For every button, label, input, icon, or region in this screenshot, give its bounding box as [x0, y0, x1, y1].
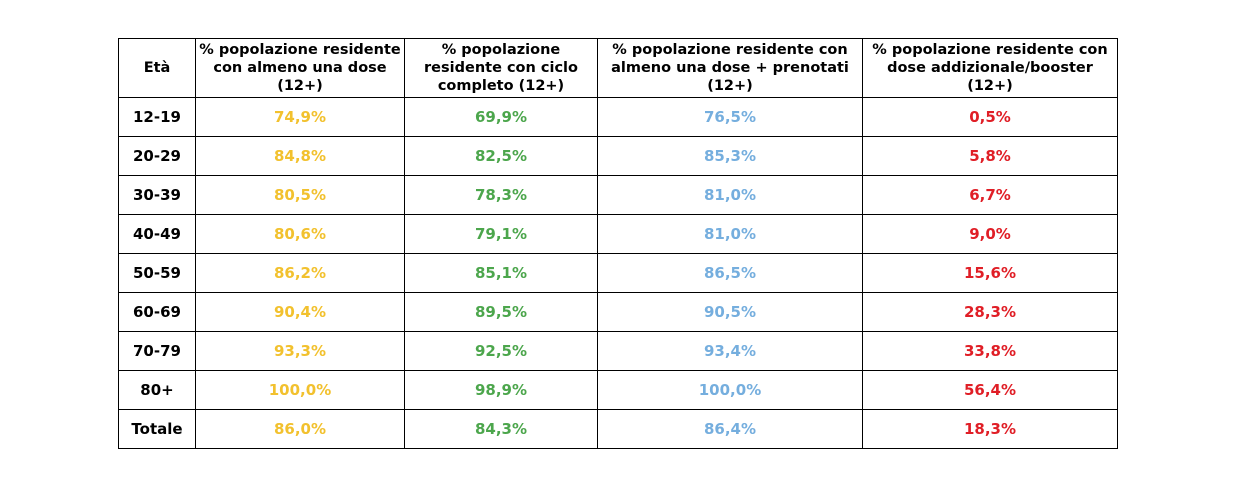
complete-cycle-cell: 82,5% — [404, 136, 598, 176]
at-least-one-dose-cell: 74,9% — [195, 97, 405, 137]
age-cell: 20-29 — [118, 136, 196, 176]
at-least-one-dose-cell: 100,0% — [195, 370, 405, 410]
header-one-dose-plus-booked: % popolazione residente con almeno una d… — [597, 38, 863, 98]
age-cell: Totale — [118, 409, 196, 449]
complete-cycle-cell: 89,5% — [404, 292, 598, 332]
booster-cell: 9,0% — [862, 214, 1118, 254]
one-dose-plus-booked-cell: 76,5% — [597, 97, 863, 137]
booster-cell: 0,5% — [862, 97, 1118, 137]
age-cell: 60-69 — [118, 292, 196, 332]
booster-cell: 56,4% — [862, 370, 1118, 410]
header-complete-cycle: % popolazione residente con ciclo comple… — [404, 38, 598, 98]
booster-cell: 28,3% — [862, 292, 1118, 332]
at-least-one-dose-cell: 86,2% — [195, 253, 405, 293]
table-row: 30-39 80,5% 78,3% 81,0% 6,7% — [118, 175, 1118, 215]
at-least-one-dose-cell: 80,5% — [195, 175, 405, 215]
one-dose-plus-booked-cell: 85,3% — [597, 136, 863, 176]
vaccination-table-container: Età % popolazione residente con almeno u… — [118, 38, 1118, 449]
header-age: Età — [118, 38, 196, 98]
table-row: 50-59 86,2% 85,1% 86,5% 15,6% — [118, 253, 1118, 293]
age-cell: 80+ — [118, 370, 196, 410]
at-least-one-dose-cell: 90,4% — [195, 292, 405, 332]
one-dose-plus-booked-cell: 81,0% — [597, 214, 863, 254]
age-cell: 30-39 — [118, 175, 196, 215]
age-cell: 40-49 — [118, 214, 196, 254]
booster-cell: 33,8% — [862, 331, 1118, 371]
table-row: Totale 86,0% 84,3% 86,4% 18,3% — [118, 409, 1118, 449]
table-row: 40-49 80,6% 79,1% 81,0% 9,0% — [118, 214, 1118, 254]
booster-cell: 18,3% — [862, 409, 1118, 449]
table-row: 80+ 100,0% 98,9% 100,0% 56,4% — [118, 370, 1118, 410]
table-body: 12-19 74,9% 69,9% 76,5% 0,5% 20-29 84,8% 82,5% 8… — [118, 97, 1118, 449]
age-cell: 70-79 — [118, 331, 196, 371]
complete-cycle-cell: 98,9% — [404, 370, 598, 410]
table-row: 60-69 90,4% 89,5% 90,5% 28,3% — [118, 292, 1118, 332]
booster-cell: 6,7% — [862, 175, 1118, 215]
table-row: 20-29 84,8% 82,5% 85,3% 5,8% — [118, 136, 1118, 176]
at-least-one-dose-cell: 84,8% — [195, 136, 405, 176]
complete-cycle-cell: 78,3% — [404, 175, 598, 215]
one-dose-plus-booked-cell: 81,0% — [597, 175, 863, 215]
header-booster: % popolazione residente con dose addizio… — [862, 38, 1118, 98]
booster-cell: 15,6% — [862, 253, 1118, 293]
one-dose-plus-booked-cell: 100,0% — [597, 370, 863, 410]
one-dose-plus-booked-cell: 90,5% — [597, 292, 863, 332]
table-row: 70-79 93,3% 92,5% 93,4% 33,8% — [118, 331, 1118, 371]
one-dose-plus-booked-cell: 86,5% — [597, 253, 863, 293]
age-cell: 50-59 — [118, 253, 196, 293]
complete-cycle-cell: 85,1% — [404, 253, 598, 293]
vaccination-coverage-table: Età % popolazione residente con almeno u… — [118, 38, 1118, 449]
header-at-least-one-dose: % popolazione residente con almeno una d… — [195, 38, 405, 98]
at-least-one-dose-cell: 93,3% — [195, 331, 405, 371]
one-dose-plus-booked-cell: 86,4% — [597, 409, 863, 449]
complete-cycle-cell: 92,5% — [404, 331, 598, 371]
header-row: Età % popolazione residente con almeno u… — [118, 38, 1118, 98]
at-least-one-dose-cell: 80,6% — [195, 214, 405, 254]
table-row: 12-19 74,9% 69,9% 76,5% 0,5% — [118, 97, 1118, 137]
at-least-one-dose-cell: 86,0% — [195, 409, 405, 449]
complete-cycle-cell: 69,9% — [404, 97, 598, 137]
age-cell: 12-19 — [118, 97, 196, 137]
complete-cycle-cell: 79,1% — [404, 214, 598, 254]
booster-cell: 5,8% — [862, 136, 1118, 176]
complete-cycle-cell: 84,3% — [404, 409, 598, 449]
one-dose-plus-booked-cell: 93,4% — [597, 331, 863, 371]
